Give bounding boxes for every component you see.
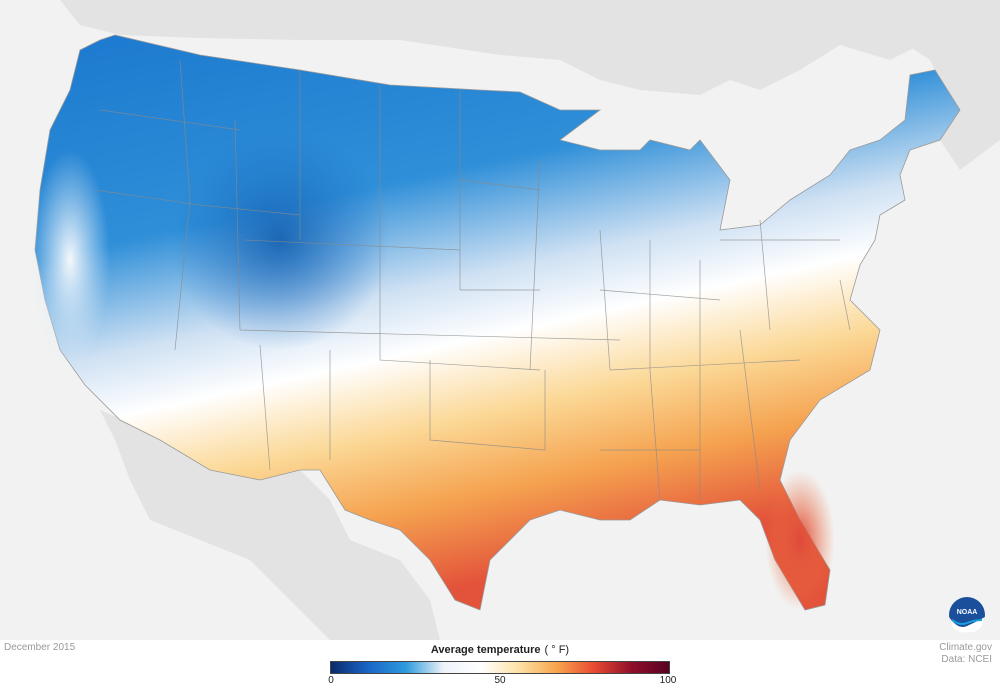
temperature-map: NOAA [0, 0, 1000, 640]
temperature-legend: Average temperature( ° F) 0 50 100 [328, 644, 676, 688]
state-borders [94, 59, 851, 501]
credit-block: Climate.gov Data: NCEI [939, 642, 992, 666]
noaa-logo-text: NOAA [957, 609, 978, 616]
legend-tick-min: 0 [328, 675, 334, 686]
noaa-logo-icon: NOAA [949, 597, 985, 633]
rockies-cold-area [170, 130, 390, 350]
surrounding-land [60, 0, 1000, 640]
legend-tick-max: 100 [659, 675, 677, 686]
legend-tick-mid: 50 [494, 675, 506, 686]
west-coast-mild-area [30, 150, 110, 370]
period-label: December 2015 [4, 642, 76, 653]
legend-title: Average temperature [430, 644, 541, 656]
map-canvas: NOAA [30, 0, 1000, 640]
legend-unit: ( ° F) [544, 644, 570, 656]
credit-site: Climate.gov [939, 642, 992, 653]
florida-warm-area [765, 470, 835, 610]
map-footer: December 2015 Average temperature( ° F) … [0, 640, 1000, 690]
credit-source: Data: NCEI [941, 654, 992, 665]
legend-color-bar [330, 661, 670, 674]
legend-title-row: Average temperature( ° F) [330, 644, 670, 656]
